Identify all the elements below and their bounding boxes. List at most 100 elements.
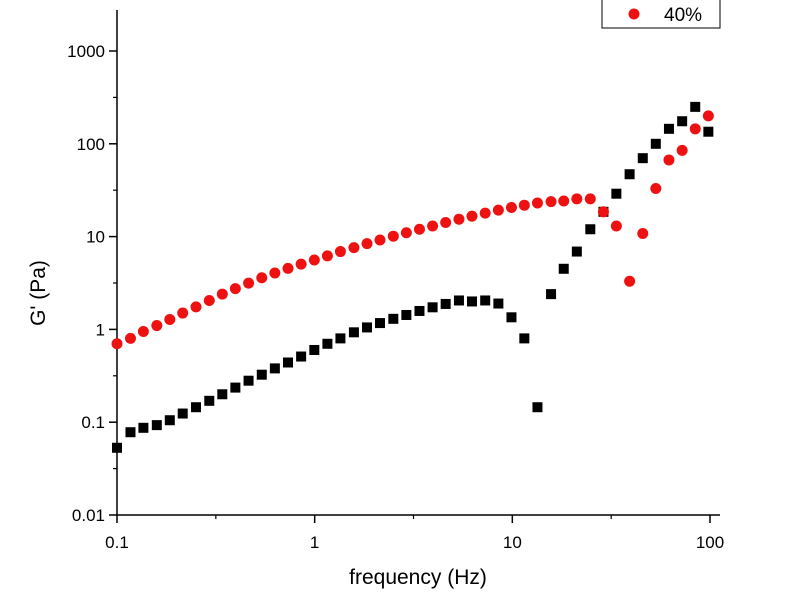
plot-frame bbox=[116, 10, 720, 516]
legend-marker-40 bbox=[628, 8, 640, 20]
square-point bbox=[506, 312, 517, 323]
circle-point bbox=[334, 246, 346, 258]
circle-point bbox=[650, 182, 662, 194]
square-point bbox=[138, 422, 149, 433]
square-point bbox=[125, 427, 136, 438]
square-point bbox=[703, 126, 714, 137]
circle-point bbox=[295, 258, 307, 270]
circle-point bbox=[558, 195, 570, 207]
circle-point bbox=[610, 220, 622, 232]
square-point bbox=[546, 289, 557, 300]
circle-point bbox=[229, 283, 241, 295]
square-point bbox=[558, 263, 569, 274]
square-point bbox=[677, 116, 688, 127]
square-point bbox=[243, 375, 254, 386]
circle-point bbox=[676, 144, 688, 156]
circle-point bbox=[321, 250, 333, 262]
circle-point bbox=[637, 227, 649, 239]
square-point bbox=[585, 224, 596, 235]
series-squares bbox=[112, 101, 714, 453]
square-point bbox=[414, 305, 425, 316]
circle-point bbox=[111, 338, 123, 350]
circle-point bbox=[584, 193, 596, 205]
square-point bbox=[637, 153, 648, 164]
y-tick-label: 1000 bbox=[67, 42, 105, 61]
square-point bbox=[453, 295, 464, 306]
circle-point bbox=[243, 277, 255, 289]
circle-point bbox=[545, 196, 557, 208]
y-tick-label: 0.01 bbox=[72, 506, 105, 525]
circle-point bbox=[571, 193, 583, 205]
x-tick-label: 1 bbox=[310, 533, 319, 552]
square-point bbox=[427, 302, 438, 313]
square-point bbox=[440, 298, 451, 309]
square-point bbox=[493, 298, 504, 309]
circle-point bbox=[479, 207, 491, 219]
square-point bbox=[388, 313, 399, 324]
square-point bbox=[296, 351, 307, 362]
circle-point bbox=[256, 272, 268, 284]
legend-label-40: 40% bbox=[664, 5, 702, 26]
circle-point bbox=[164, 313, 176, 325]
square-point bbox=[624, 169, 635, 180]
circle-point bbox=[702, 110, 714, 122]
x-tick-label: 0.1 bbox=[105, 533, 129, 552]
x-axis-title: frequency (Hz) bbox=[349, 566, 487, 589]
square-point bbox=[335, 333, 346, 344]
circle-point bbox=[282, 262, 294, 274]
square-point bbox=[217, 389, 228, 400]
markers bbox=[111, 101, 714, 453]
square-point bbox=[690, 101, 701, 112]
circle-point bbox=[361, 238, 373, 250]
legend-box bbox=[601, 0, 721, 29]
circle-point bbox=[505, 201, 517, 213]
circle-point bbox=[413, 223, 425, 235]
circle-point bbox=[308, 254, 320, 266]
circle-point bbox=[663, 154, 675, 166]
circle-point bbox=[203, 294, 215, 306]
square-point bbox=[374, 318, 385, 329]
square-point bbox=[663, 123, 674, 134]
square-point bbox=[112, 442, 122, 453]
circle-point bbox=[190, 301, 202, 313]
square-point bbox=[571, 246, 582, 257]
square-point bbox=[466, 296, 477, 307]
square-point bbox=[532, 402, 543, 413]
circle-point bbox=[124, 332, 136, 344]
x-ticks: 0.1 1 10 100 bbox=[105, 515, 724, 552]
square-point bbox=[230, 382, 241, 393]
circle-point bbox=[440, 216, 452, 228]
circle-point bbox=[151, 320, 163, 332]
circle-point bbox=[518, 199, 530, 211]
y-tick-label: 1 bbox=[96, 320, 105, 339]
circle-point bbox=[466, 210, 478, 222]
square-point bbox=[177, 408, 188, 419]
x-tick-label: 10 bbox=[503, 533, 522, 552]
circle-point bbox=[427, 220, 439, 232]
circle-point bbox=[348, 242, 360, 254]
square-point bbox=[650, 138, 661, 149]
y-tick-label: 10 bbox=[86, 228, 105, 247]
circle-point bbox=[597, 206, 609, 218]
square-point bbox=[611, 188, 622, 199]
y-axis-title: G' (Pa) bbox=[27, 260, 50, 326]
y-tick-label: 0.1 bbox=[81, 413, 105, 432]
square-point bbox=[204, 395, 215, 406]
circle-point bbox=[177, 307, 189, 319]
y-tick-label: 100 bbox=[77, 135, 105, 154]
y-ticks: 0.01 0.1 1 10 100 1000 bbox=[67, 42, 117, 525]
circle-point bbox=[624, 275, 636, 287]
square-point bbox=[322, 338, 333, 349]
square-point bbox=[480, 295, 491, 306]
square-point bbox=[348, 327, 359, 338]
square-point bbox=[401, 309, 412, 320]
square-point bbox=[151, 420, 162, 431]
circle-point bbox=[269, 267, 281, 279]
square-point bbox=[256, 369, 267, 380]
series-circles bbox=[111, 110, 714, 350]
square-point bbox=[519, 333, 530, 344]
square-point bbox=[164, 415, 175, 426]
circle-point bbox=[400, 227, 412, 239]
x-tick-label: 100 bbox=[696, 533, 724, 552]
